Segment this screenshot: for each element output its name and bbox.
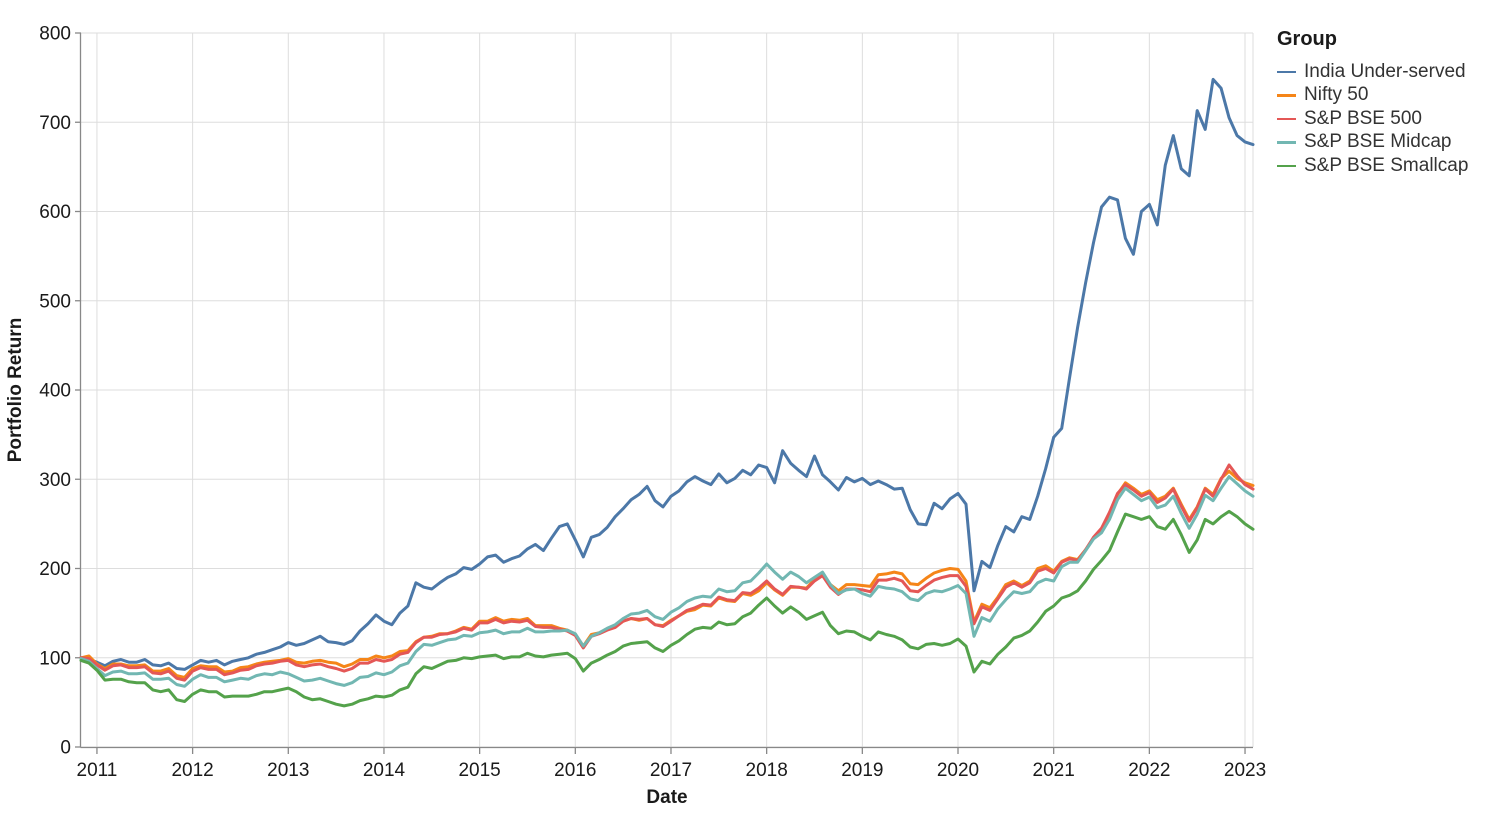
x-tick-label: 2021 xyxy=(1033,760,1075,781)
legend-item: India Under-served xyxy=(1277,60,1468,84)
legend-line-swatch xyxy=(1277,164,1296,167)
x-tick-label: 2019 xyxy=(841,760,883,781)
y-tick-label: 0 xyxy=(60,738,71,759)
legend-item: S&P BSE 500 xyxy=(1277,107,1468,131)
legend-item-label: S&P BSE 500 xyxy=(1304,107,1422,129)
legend-item-label: S&P BSE Smallcap xyxy=(1304,154,1469,176)
x-tick-label: 2023 xyxy=(1224,760,1266,781)
legend-line-swatch xyxy=(1277,94,1296,97)
series-line-s-p-bse-smallcap xyxy=(79,509,1255,708)
x-axis-title: Date xyxy=(646,787,687,808)
x-tick-label: 2016 xyxy=(554,760,596,781)
y-tick-label: 800 xyxy=(39,24,71,45)
legend-item: S&P BSE Midcap xyxy=(1277,131,1468,155)
legend-item-label: India Under-served xyxy=(1304,60,1466,82)
legend-item: Nifty 50 xyxy=(1277,84,1468,108)
legend-line-swatch xyxy=(1277,117,1296,120)
legend-item-label: S&P BSE Midcap xyxy=(1304,131,1452,153)
x-tick-label: 2020 xyxy=(937,760,979,781)
legend-line-swatch xyxy=(1277,70,1296,73)
legend-item-label: Nifty 50 xyxy=(1304,84,1369,106)
y-tick-label: 700 xyxy=(39,113,71,134)
x-tick-label: 2015 xyxy=(458,760,500,781)
legend: Group India Under-served Nifty 50 S&P BS… xyxy=(1277,28,1468,178)
series-line-s-p-bse-500 xyxy=(79,463,1255,682)
legend-item: S&P BSE Smallcap xyxy=(1277,154,1468,178)
y-tick-label: 100 xyxy=(39,648,71,669)
x-tick-label: 2017 xyxy=(650,760,692,781)
x-tick-label: 2011 xyxy=(77,760,118,781)
series-line-india-under-served xyxy=(79,77,1255,671)
x-tick-label: 2013 xyxy=(267,760,309,781)
y-tick-label: 600 xyxy=(39,202,71,223)
y-axis-title: Portfolio Return xyxy=(5,318,26,463)
y-tick-label: 300 xyxy=(39,470,71,491)
y-tick-label: 400 xyxy=(39,381,71,402)
legend-line-swatch xyxy=(1277,141,1296,144)
y-tick-label: 200 xyxy=(39,559,71,580)
legend-title: Group xyxy=(1277,28,1337,50)
x-tick-label: 2012 xyxy=(171,760,213,781)
series-line-s-p-bse-midcap xyxy=(79,475,1255,688)
x-tick-label: 2022 xyxy=(1128,760,1170,781)
x-tick-label: 2018 xyxy=(746,760,788,781)
y-tick-label: 500 xyxy=(39,291,71,312)
x-tick-label: 2014 xyxy=(363,760,406,781)
